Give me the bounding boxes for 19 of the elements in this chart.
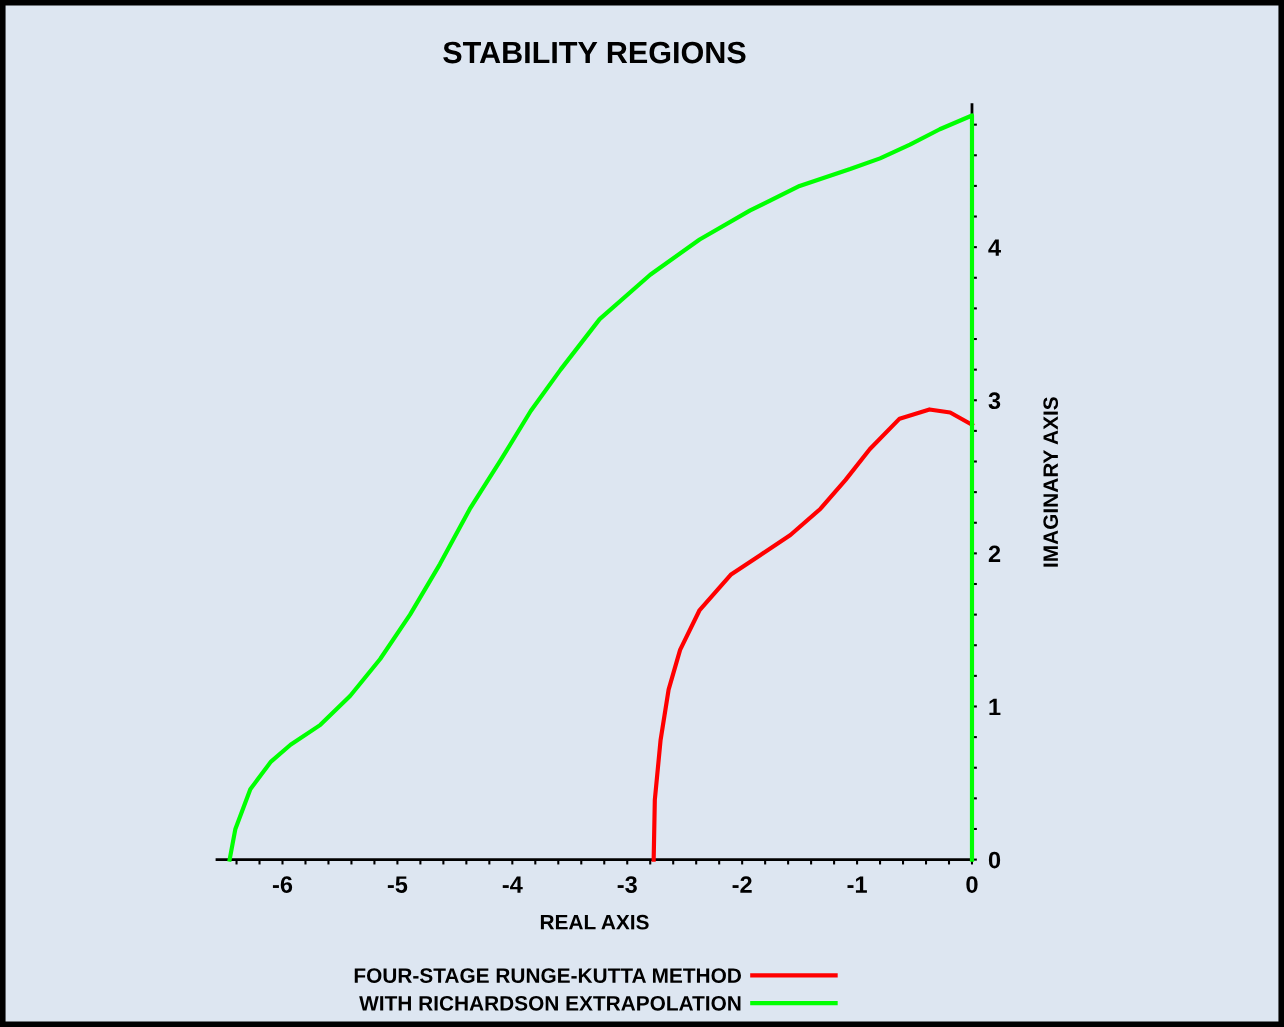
y-tick-label: 4 [988, 239, 1001, 256]
legend-label: WITH RICHARDSON EXTRAPOLATION [359, 995, 741, 1011]
x-tick-label: -6 [272, 876, 293, 893]
x-tick-label: -2 [732, 876, 752, 893]
x-tick-label: -4 [502, 876, 523, 893]
line-series [227, 113, 975, 862]
x-tick-label: -1 [847, 876, 867, 893]
y-tick-label: 1 [989, 698, 1001, 716]
y-tick-label: 0 [988, 851, 1001, 869]
y-axis-title: IMAGINARY AXIS [1043, 397, 1059, 567]
x-axis-title: REAL AXIS [540, 914, 649, 930]
y-tick-label: 3 [988, 392, 1001, 410]
chart-title: STABILITY REGIONS [443, 41, 746, 64]
legend-label: FOUR-STAGE RUNGE-KUTTA METHOD [354, 968, 741, 983]
x-tick-label: 0 [966, 876, 978, 893]
line-series [651, 407, 975, 862]
x-tick-label: -5 [387, 876, 408, 893]
x-tick-label: -3 [617, 876, 637, 893]
y-tick-label: 2 [988, 545, 1001, 562]
